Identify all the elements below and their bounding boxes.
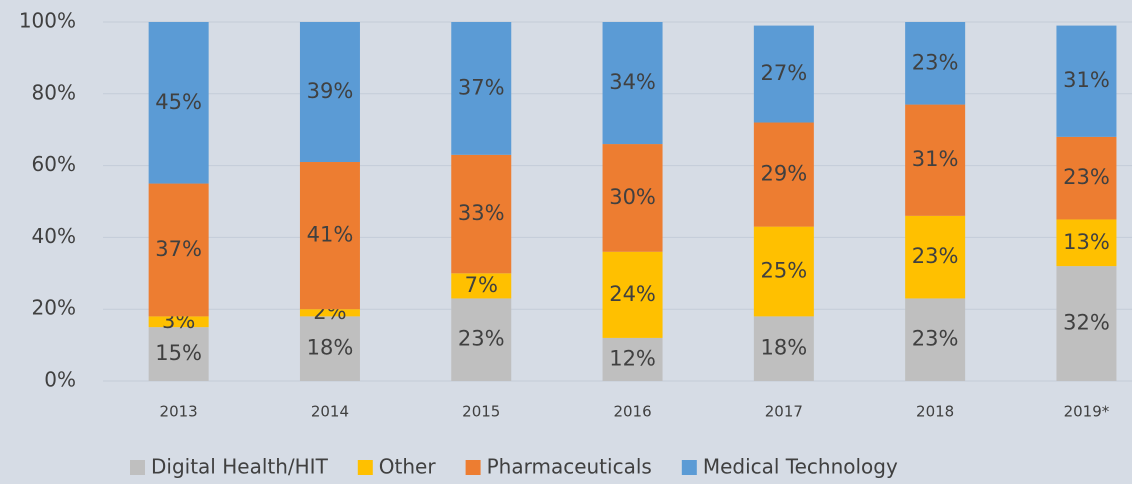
y-tick-label: 0% [44, 368, 76, 392]
bar-segment [451, 273, 512, 299]
bar-segment [602, 251, 663, 338]
bar-segment [299, 316, 360, 381]
legend-label: Medical Technology [703, 455, 898, 479]
x-tick-label: 2019* [1064, 403, 1110, 421]
bar-segment [451, 22, 512, 155]
legend-swatch [130, 460, 145, 475]
data-label: 24% [609, 282, 656, 306]
bar-segment [148, 327, 209, 381]
data-label: 23% [912, 327, 959, 351]
data-label: 37% [155, 237, 202, 261]
x-tick-label: 2016 [613, 403, 651, 421]
bar-segment [753, 226, 814, 317]
legend-label: Digital Health/HIT [151, 455, 329, 479]
legend-label: Other [379, 455, 437, 479]
bar-segment [753, 316, 814, 381]
bar-segment [148, 183, 209, 317]
data-label: 18% [761, 336, 808, 360]
data-label: 7% [465, 273, 498, 297]
data-label: 23% [458, 327, 505, 351]
bar-segment [299, 22, 360, 163]
data-label: 29% [761, 162, 808, 186]
bar-segment [1056, 266, 1117, 381]
data-label: 23% [1063, 165, 1110, 189]
bar-segment [905, 298, 966, 381]
legend-swatch [465, 460, 481, 475]
data-label: 30% [609, 185, 656, 209]
bar-segment [299, 162, 360, 310]
data-label: 34% [609, 70, 656, 94]
y-tick-label: 80% [32, 80, 76, 104]
data-label: 23% [912, 50, 959, 74]
data-label: 45% [155, 90, 202, 114]
y-tick-label: 20% [32, 296, 76, 320]
data-label: 15% [155, 341, 202, 365]
bar-segment [905, 215, 966, 299]
data-label: 25% [761, 259, 808, 283]
x-tick-label: 2014 [311, 403, 349, 421]
data-label: 31% [1063, 68, 1110, 92]
bar-segment [905, 22, 966, 105]
legend-swatch [681, 460, 697, 475]
bar-segment [602, 337, 663, 381]
data-label: 41% [307, 223, 354, 247]
bar-segment [148, 22, 209, 184]
data-label: 18% [307, 336, 354, 360]
y-tick-label: 60% [32, 152, 76, 176]
data-label: 37% [458, 75, 505, 99]
y-tick-label: 100% [19, 9, 76, 33]
data-label: 39% [307, 79, 354, 103]
bar-segment [148, 316, 209, 328]
x-tick-label: 2015 [462, 403, 500, 421]
bar-segment [1056, 25, 1117, 137]
bar-segment [1056, 219, 1117, 267]
bar-segment [753, 25, 814, 123]
y-tick-label: 40% [32, 224, 76, 248]
data-label: 23% [912, 244, 959, 268]
legend-label: Pharmaceuticals [487, 455, 652, 479]
bar-segment [602, 144, 663, 252]
data-label: 32% [1063, 311, 1110, 335]
data-label: 12% [609, 346, 656, 370]
data-label: 33% [458, 201, 505, 225]
x-tick-label: 2017 [765, 403, 803, 421]
x-tick-label: 2013 [160, 403, 198, 421]
bar-segment [905, 104, 966, 216]
bar-segment [299, 309, 360, 317]
bar-segment [602, 22, 663, 145]
bar-segment [451, 298, 512, 381]
data-label: 27% [761, 61, 808, 85]
bar-segment [451, 154, 512, 274]
bar-segment [1056, 136, 1117, 220]
data-label: 13% [1063, 230, 1110, 254]
data-label: 31% [912, 147, 959, 171]
legend-swatch [357, 460, 373, 475]
bar-segment [753, 122, 814, 227]
x-tick-label: 2018 [916, 403, 954, 421]
